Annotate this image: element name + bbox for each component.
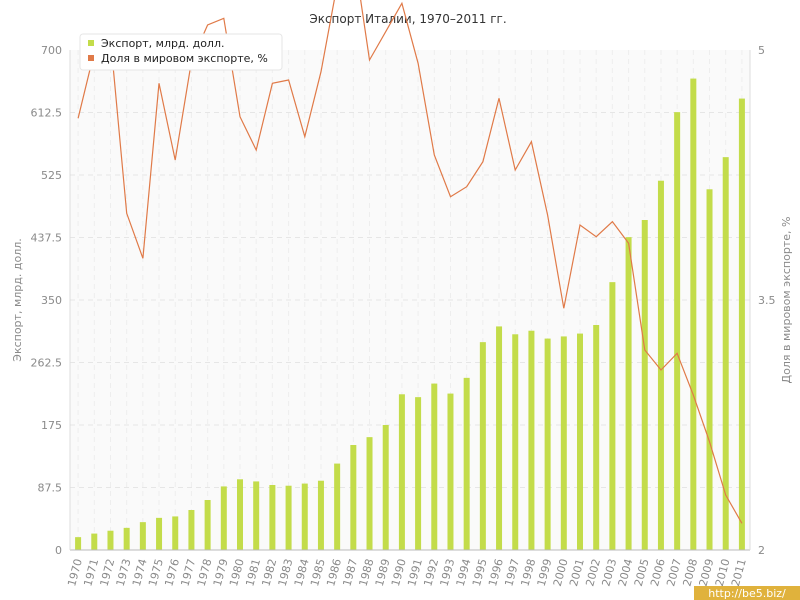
y-axis-right-ticks: 23.55: [758, 44, 776, 557]
y-tick-label-left: 612.5: [31, 107, 63, 120]
export-bar: [496, 326, 503, 550]
export-bar: [107, 530, 114, 550]
export-bar: [398, 394, 405, 550]
export-bar: [447, 393, 454, 550]
y-axis-right-label: Доля в мировом экспорте, %: [780, 217, 793, 384]
export-bar: [204, 500, 211, 550]
export-bar: [544, 338, 551, 550]
export-bar: [237, 479, 243, 550]
chart-title: Экспорт Италии, 1970–2011 гг.: [309, 12, 506, 26]
share-line: [77, 0, 743, 524]
export-bar: [91, 533, 98, 550]
export-bar: [334, 463, 341, 550]
export-bar: [690, 78, 697, 551]
export-bar: [366, 437, 373, 550]
legend-box: [79, 33, 283, 71]
export-bar: [301, 483, 308, 550]
export-bar: [415, 397, 422, 550]
export-bar: [609, 282, 616, 550]
y-tick-label-right: 2: [758, 544, 765, 557]
y-tick-label-left: 350: [41, 294, 62, 307]
export-bar: [123, 527, 130, 550]
y-tick-label-left: 87.5: [38, 482, 63, 495]
legend-label-share: Доля в мировом экспорте, %: [101, 52, 268, 65]
x-axis-ticks: 1970197119721973197419751976197719781979…: [65, 557, 749, 587]
y-axis-left-ticks: 0 87.5 175 262.5 350 437.5 525 612.5 700: [31, 44, 63, 557]
watermark[interactable]: http://be5.biz/: [694, 586, 800, 600]
export-bar: [269, 485, 276, 550]
export-bar: [156, 517, 163, 550]
export-bar: [139, 522, 146, 550]
export-bar: [512, 334, 519, 550]
watermark-bg: [694, 586, 800, 600]
export-bar: [528, 330, 535, 550]
y-tick-label-right: 5: [758, 44, 765, 57]
export-bar: [463, 377, 470, 550]
export-bar: [188, 510, 195, 550]
export-bar: [577, 333, 583, 550]
y-tick-label-left: 437.5: [31, 232, 63, 245]
legend-swatch-export: [88, 40, 94, 46]
export-bar: [172, 516, 179, 550]
export-bar: [722, 157, 729, 550]
y-tick-label-left: 175: [41, 419, 62, 432]
export-bars: [75, 78, 745, 551]
export-bar: [738, 98, 745, 551]
export-bar: [382, 425, 389, 550]
y-tick-label-left: 700: [41, 44, 62, 57]
y-axis-left-label: Экспорт, млрд. долл.: [11, 238, 24, 361]
export-bar: [431, 383, 438, 550]
export-bar: [674, 112, 681, 551]
export-bar: [220, 486, 227, 550]
export-bar: [641, 220, 648, 550]
y-tick-label-left: 0: [55, 544, 62, 557]
export-bar: [657, 180, 664, 550]
export-bar: [317, 480, 324, 550]
legend-label-export: Экспорт, млрд. долл.: [101, 37, 224, 50]
export-bar: [253, 481, 260, 550]
export-bar: [285, 485, 292, 550]
export-bar: [560, 336, 567, 550]
export-bar: [479, 342, 486, 550]
export-bar: [75, 537, 82, 550]
y-tick-label-right: 3.5: [758, 294, 776, 307]
watermark-link[interactable]: http://be5.biz/: [708, 587, 786, 600]
export-bar: [625, 237, 632, 550]
export-bar: [706, 189, 713, 551]
export-bar: [593, 325, 600, 550]
y-tick-label-left: 525: [41, 169, 62, 182]
legend-swatch-share: [88, 55, 94, 61]
export-bar: [350, 445, 357, 550]
share-line-path: [77, 0, 743, 524]
y-tick-label-left: 262.5: [31, 357, 63, 370]
legend: Экспорт, млрд. долл. Доля в мировом эксп…: [79, 33, 283, 71]
